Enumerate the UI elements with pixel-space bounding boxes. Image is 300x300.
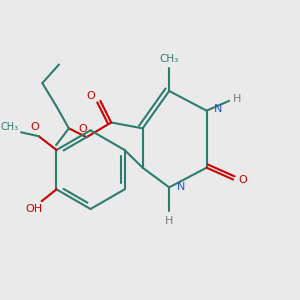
Text: O: O bbox=[78, 124, 87, 134]
Text: OH: OH bbox=[25, 204, 42, 214]
Text: H: H bbox=[165, 216, 173, 226]
Text: CH₃: CH₃ bbox=[0, 122, 18, 132]
Text: O: O bbox=[86, 91, 95, 101]
Text: H: H bbox=[233, 94, 241, 104]
Text: O: O bbox=[30, 122, 39, 132]
Text: N: N bbox=[177, 182, 185, 192]
Text: O: O bbox=[238, 175, 247, 184]
Text: N: N bbox=[214, 104, 223, 114]
Text: CH₃: CH₃ bbox=[160, 53, 179, 64]
